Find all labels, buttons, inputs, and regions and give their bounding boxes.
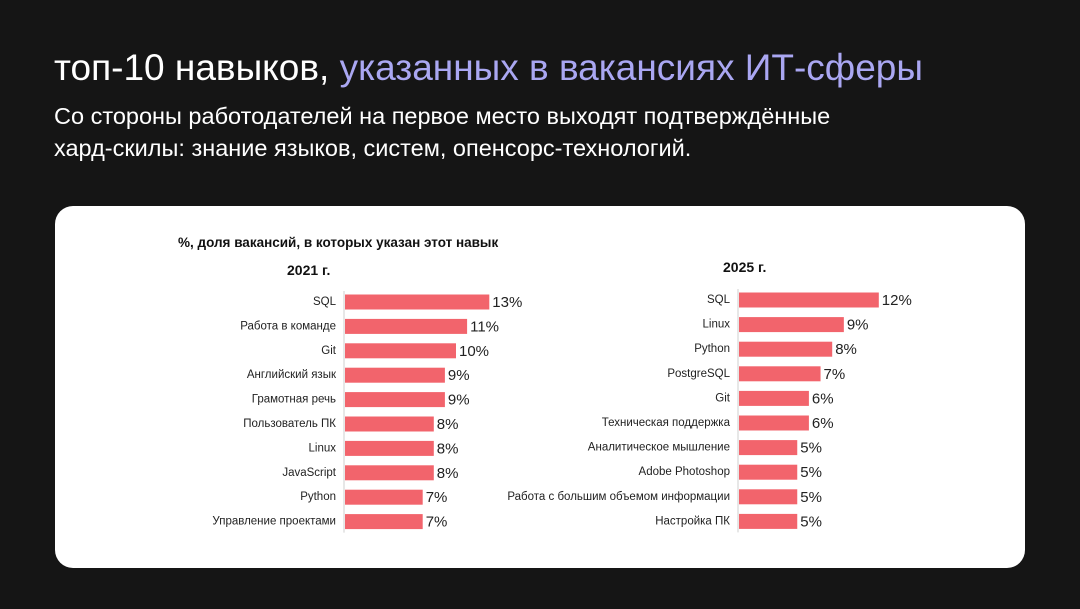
value-label: 8%	[437, 440, 459, 457]
value-label: 5%	[800, 513, 822, 530]
category-label: PostgreSQL	[667, 368, 730, 380]
bar	[739, 415, 809, 431]
bar	[345, 392, 445, 408]
panel-title: 2021 г.	[287, 262, 330, 278]
category-label: Настройка ПК	[655, 515, 730, 527]
bar	[739, 489, 798, 505]
value-label: 9%	[448, 392, 470, 409]
bar	[739, 292, 879, 308]
bar	[739, 390, 809, 406]
category-label: Техническая поддержка	[602, 417, 731, 429]
value-label: 7%	[426, 514, 448, 531]
panel-title: 2025 г.	[723, 259, 766, 275]
title-part-accent: указанных в вакансиях ИТ-сферы	[340, 47, 923, 88]
bar	[739, 317, 844, 333]
value-label: 11%	[470, 318, 499, 335]
bar	[739, 513, 798, 529]
category-label: Английский язык	[247, 369, 337, 381]
bar	[345, 416, 434, 432]
value-label: 5%	[800, 464, 822, 481]
title-part: топ-10 навыков,	[54, 47, 340, 88]
category-label: Python	[300, 491, 336, 503]
bar	[739, 366, 821, 382]
value-label: 6%	[812, 415, 834, 432]
category-label: Linux	[703, 319, 731, 331]
category-label: Аналитическое мышление	[588, 442, 730, 454]
value-label: 6%	[812, 390, 834, 407]
category-label: Git	[715, 392, 731, 404]
value-label: 13%	[492, 294, 522, 311]
subtitle-line: хард-скилы: знание языков, систем, опенс…	[54, 135, 691, 161]
page-title: топ-10 навыков, указанных в вакансиях ИТ…	[54, 47, 923, 88]
value-label: 8%	[437, 465, 459, 482]
caption: %, доля вакансий, в которых указан этот …	[178, 235, 498, 250]
value-label: 5%	[800, 440, 822, 457]
bar	[739, 464, 798, 480]
category-label: Работа в команде	[240, 320, 336, 332]
category-label: Linux	[309, 442, 337, 454]
category-label: Adobe Photoshop	[639, 466, 730, 478]
category-label: Git	[321, 345, 337, 357]
value-label: 7%	[426, 489, 448, 506]
card	[55, 206, 1025, 568]
category-label: Пользователь ПК	[243, 418, 336, 430]
category-label: SQL	[707, 294, 731, 306]
bar	[345, 514, 423, 530]
value-label: 9%	[847, 317, 869, 334]
bar	[739, 341, 833, 357]
bar	[345, 367, 445, 383]
bar	[345, 318, 468, 334]
bar	[345, 489, 423, 505]
bar	[345, 343, 456, 359]
bar	[345, 440, 434, 456]
category-label: JavaScript	[282, 467, 336, 479]
value-label: 10%	[459, 343, 489, 360]
bar-chart: 2025 г. SQL 12% Linux 9% Python 8% PostgreSQL 7%…	[507, 259, 912, 533]
bar-chart: 2021 г. SQL 13% Работа в команде 11% Git 10% Ан…	[212, 262, 522, 533]
value-label: 8%	[835, 341, 857, 358]
category-label: SQL	[313, 296, 337, 308]
value-label: 9%	[448, 367, 470, 384]
value-label: 8%	[437, 416, 459, 433]
charts: 2021 г. SQL 13% Работа в команде 11% Git 10% Ан…	[212, 259, 912, 533]
subtitle-line: Со стороны работодателей на первое место…	[54, 103, 830, 129]
value-label: 12%	[882, 292, 912, 309]
value-label: 5%	[800, 489, 822, 506]
category-label: Работа с большим объемом информации	[507, 491, 730, 503]
bar	[345, 294, 490, 310]
value-label: 7%	[824, 366, 846, 383]
category-label: Управление проектами	[212, 516, 336, 528]
bar	[345, 465, 434, 481]
bar	[739, 440, 798, 456]
category-label: Python	[694, 343, 730, 355]
category-label: Грамотная речь	[252, 394, 336, 406]
